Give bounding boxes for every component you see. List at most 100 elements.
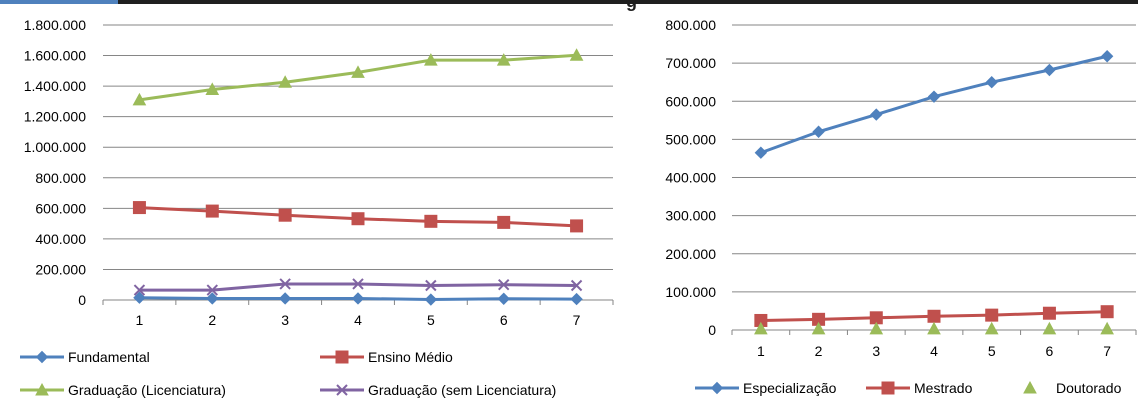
data-point-2-1 xyxy=(812,125,825,138)
y-tick-label-1: 0 xyxy=(78,292,86,308)
data-point-1-4 xyxy=(206,284,218,296)
data-point-1-3 xyxy=(205,82,220,95)
y-tick-label-2: 400.000 xyxy=(665,170,716,186)
data-point-2-3 xyxy=(811,321,826,335)
x-tick-label-2: 1 xyxy=(757,343,765,359)
series-1-2 xyxy=(132,201,584,233)
data-point-1-2 xyxy=(278,208,292,222)
y-tick-label-2: 0 xyxy=(708,322,716,338)
legend-entry-1-3: Graduação (Licenciatura) xyxy=(20,382,226,398)
y-tick-label-2: 300.000 xyxy=(665,208,716,224)
data-point-2-2 xyxy=(927,309,941,323)
y-tick-label-1: 200.000 xyxy=(35,261,86,277)
x-tick-label-1: 7 xyxy=(573,312,581,328)
legend-label-2-2: Mestrado xyxy=(914,380,973,396)
data-point-1-2 xyxy=(497,215,511,229)
y-tick-label-1: 1.400.000 xyxy=(24,78,86,94)
data-point-1-4 xyxy=(570,279,583,292)
data-point-1-3 xyxy=(132,92,147,106)
data-point-1-2 xyxy=(351,212,365,226)
y-tick-label-2: 200.000 xyxy=(665,246,716,262)
data-point-1-4 xyxy=(133,284,146,296)
data-point-1-2 xyxy=(424,214,438,228)
series-1-1 xyxy=(133,291,583,306)
data-point-1-3 xyxy=(496,53,511,66)
data-point-2-1 xyxy=(1043,63,1056,77)
data-point-1-1 xyxy=(133,291,146,304)
chart-2: 0 100.000 200.000 300.000 400.000 500.000 600.… xyxy=(665,17,1137,396)
series-2-1 xyxy=(754,50,1114,159)
data-point-1-1 xyxy=(351,292,365,305)
legend-entry-2-3: Doutorado xyxy=(1023,380,1122,396)
x-tick-label-2: 6 xyxy=(1046,343,1054,359)
legend-entry-1-1: Fundamental xyxy=(20,349,150,365)
data-point-1-1 xyxy=(570,292,583,306)
legend-label-2-1: Especialização xyxy=(743,380,837,396)
data-point-1-1 xyxy=(497,292,510,305)
legend-marker-2-2 xyxy=(881,381,895,395)
y-tick-label-2: 100.000 xyxy=(665,284,716,300)
legend-marker-1-4 xyxy=(336,384,348,396)
y-tick-label-1: 600.000 xyxy=(35,200,86,216)
x-tick-label-2: 5 xyxy=(988,343,996,359)
series-1-3 xyxy=(132,48,584,106)
data-point-2-2 xyxy=(985,308,999,322)
x-tick-label-1: 5 xyxy=(427,312,435,328)
legend-label-1-3: Graduação (Licenciatura) xyxy=(68,382,226,398)
data-point-2-1 xyxy=(1100,50,1114,63)
data-point-2-2 xyxy=(1042,306,1056,320)
data-point-2-1 xyxy=(985,75,998,89)
data-point-1-3 xyxy=(424,53,438,66)
legend-marker-2-3 xyxy=(1023,380,1037,394)
chart-1: 0 200.000 400.000 600.000 800.000 1.000.000 1.… xyxy=(20,17,614,398)
series-2-3 xyxy=(754,321,1114,335)
series-line-2-1 xyxy=(760,54,1108,155)
x-tick-label-2: 2 xyxy=(815,343,823,359)
legend-label-1-2: Ensino Médio xyxy=(368,349,453,365)
series-1-4 xyxy=(133,278,583,296)
data-point-1-2 xyxy=(205,204,219,218)
data-point-1-2 xyxy=(570,219,584,233)
data-point-2-1 xyxy=(927,90,941,103)
y-tick-label-1: 1.800.000 xyxy=(24,17,86,33)
y-tick-label-2: 500.000 xyxy=(665,131,716,147)
legend-label-1-4: Graduação (sem Licenciatura) xyxy=(368,382,556,398)
legend-label-2-3: Doutorado xyxy=(1056,380,1122,396)
x-tick-label-1: 6 xyxy=(500,312,508,328)
top-border-line xyxy=(0,0,1138,4)
legend-marker-1-1 xyxy=(35,350,49,364)
x-tick-label-2: 3 xyxy=(872,343,880,359)
data-point-2-3 xyxy=(1100,321,1114,335)
data-point-2-3 xyxy=(984,321,999,335)
y-tick-label-2: 700.000 xyxy=(665,55,716,71)
series-2-2 xyxy=(754,305,1114,327)
data-point-2-3 xyxy=(927,321,941,335)
data-point-2-3 xyxy=(1042,321,1057,335)
chart-title-fragment: g xyxy=(626,0,637,11)
legend-label-1-1: Fundamental xyxy=(68,349,150,365)
y-tick-label-1: 1.000.000 xyxy=(24,139,86,155)
data-point-1-1 xyxy=(278,292,292,305)
x-tick-label-2: 4 xyxy=(930,343,938,359)
x-tick-label-2: 7 xyxy=(1103,343,1111,359)
y-tick-label-1: 400.000 xyxy=(35,231,86,247)
data-point-1-4 xyxy=(279,278,291,290)
data-point-1-4 xyxy=(498,279,510,291)
data-point-1-1 xyxy=(424,293,438,306)
legend-entry-2-1: Especialização xyxy=(695,380,837,396)
data-point-1-4 xyxy=(352,278,364,290)
data-point-2-1 xyxy=(870,108,883,121)
data-point-2-2 xyxy=(1100,305,1114,319)
legend-marker-2-1 xyxy=(710,381,724,395)
data-point-1-4 xyxy=(425,279,437,292)
x-tick-label-1: 2 xyxy=(208,312,216,328)
legend-entry-1-4: Graduação (sem Licenciatura) xyxy=(320,382,556,398)
data-point-2-1 xyxy=(754,146,768,159)
data-point-1-3 xyxy=(351,65,365,78)
data-point-2-3 xyxy=(754,321,768,335)
data-point-1-2 xyxy=(132,201,146,215)
data-point-1-3 xyxy=(569,48,584,61)
legend-entry-2-2: Mestrado xyxy=(866,380,973,396)
y-tick-label-2: 600.000 xyxy=(665,93,716,109)
